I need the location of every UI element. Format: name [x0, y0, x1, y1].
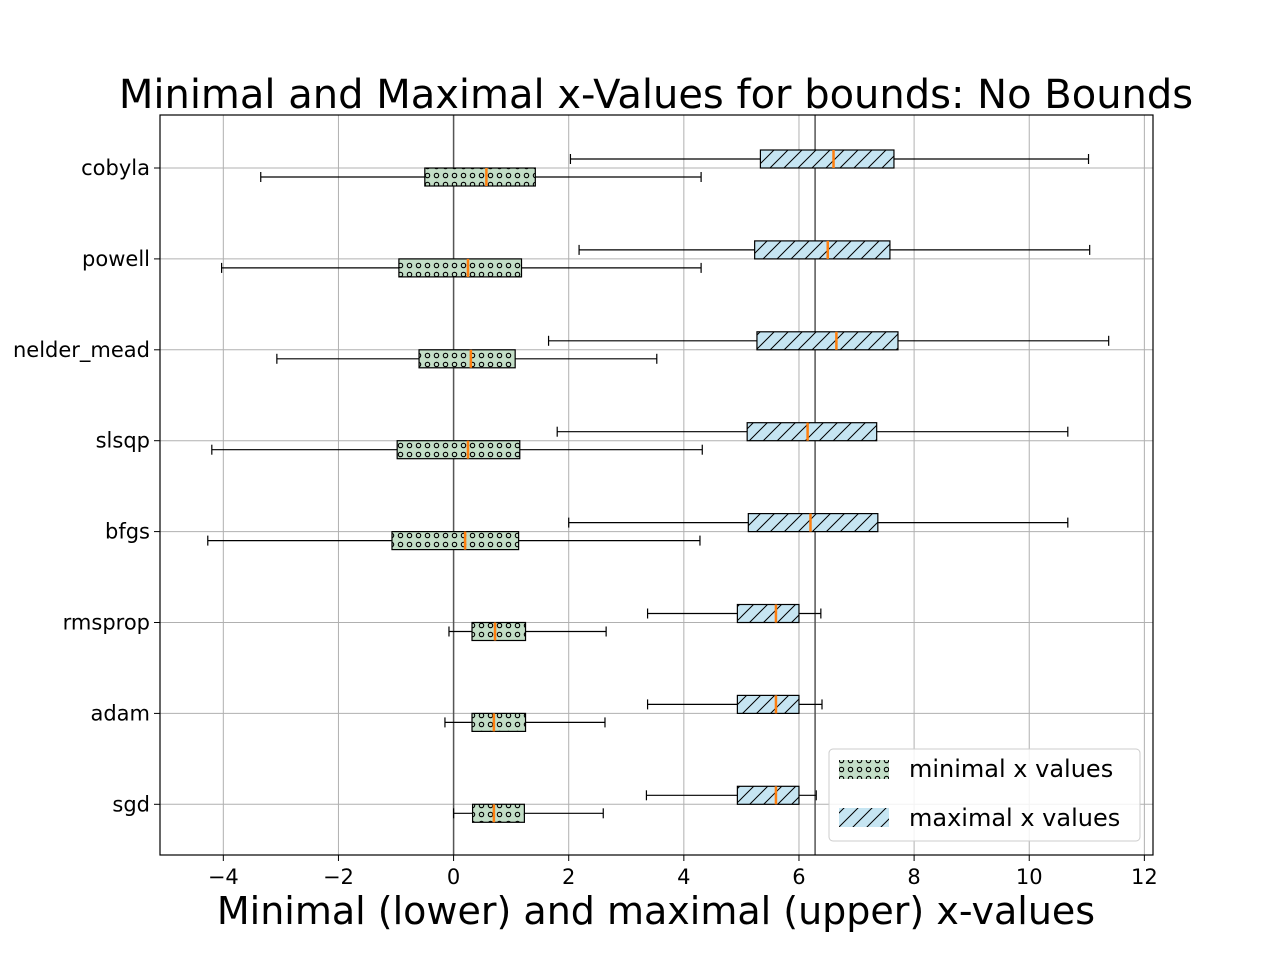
box-layer: [207, 149, 1110, 823]
box-iqr: [471, 621, 527, 642]
legend-label-maximal: maximal x values: [909, 804, 1120, 832]
x-tick-label: 6: [792, 865, 805, 889]
x-tick-label: −4: [208, 865, 239, 889]
x-tick-label: 10: [1016, 865, 1043, 889]
box-minimal-bfgs: [207, 530, 701, 551]
box-maximal-cobyla: [569, 149, 1090, 169]
legend: minimal x values maximal x values: [828, 748, 1141, 842]
y-tick-label: powell: [82, 247, 150, 271]
legend-swatch-maximal: [839, 808, 889, 827]
box-minimal-rmsprop: [448, 621, 607, 642]
x-axis-label: Minimal (lower) and maximal (upper) x-va…: [217, 889, 1095, 933]
x-tick-label: 12: [1131, 865, 1158, 889]
box-iqr: [471, 712, 527, 733]
box-iqr: [747, 512, 879, 533]
legend-swatch-minimal: [839, 760, 889, 779]
reference-lines: [452, 115, 816, 855]
box-maximal-powell: [578, 240, 1091, 260]
box-minimal-nelder_mead: [276, 349, 658, 369]
chart-title: Minimal and Maximal x-Values for bounds:…: [119, 72, 1193, 118]
box-iqr: [736, 785, 800, 805]
y-tick-label: bfgs: [105, 520, 150, 544]
box-iqr: [754, 240, 891, 260]
box-maximal-bfgs: [568, 512, 1069, 533]
x-tick-label: 8: [907, 865, 920, 889]
box-iqr: [759, 149, 895, 169]
box-minimal-slsqp: [211, 440, 703, 460]
box-iqr: [736, 603, 800, 624]
x-tick-label: 4: [677, 865, 690, 889]
legend-label-minimal: minimal x values: [909, 755, 1113, 783]
plot-frame: [159, 114, 1154, 856]
y-tick-label: slsqp: [96, 429, 150, 453]
box-iqr: [736, 694, 800, 715]
box-iqr: [424, 167, 536, 187]
box-maximal-rmsprop: [646, 603, 822, 624]
box-iqr: [756, 331, 899, 351]
box-iqr: [746, 422, 878, 442]
y-tick-label: cobyla: [81, 156, 150, 180]
box-iqr: [396, 440, 521, 460]
y-tick-label: nelder_mead: [13, 338, 150, 363]
box-maximal-slsqp: [556, 422, 1069, 442]
x-ticks: −4 −2 0 2 4 6 8 10 12: [208, 855, 1158, 889]
y-tick-label: sgd: [112, 792, 150, 816]
box-maximal-nelder_mead: [547, 331, 1110, 351]
box-minimal-powell: [220, 258, 702, 278]
legend-frame: [828, 748, 1141, 842]
grid-lines: [160, 115, 1153, 855]
box-maximal-adam: [646, 694, 823, 715]
y-tick-label: rmsprop: [63, 611, 150, 635]
box-minimal-sgd: [452, 803, 604, 823]
box-iqr: [471, 803, 525, 823]
y-tick-label: adam: [90, 701, 150, 725]
x-tick-label: 2: [562, 865, 575, 889]
box-iqr: [398, 258, 523, 278]
box-maximal-sgd: [645, 785, 817, 805]
box-minimal-adam: [444, 712, 606, 733]
box-iqr: [418, 349, 516, 369]
box-minimal-cobyla: [260, 167, 702, 187]
x-tick-label: −2: [323, 865, 354, 889]
box-iqr: [391, 530, 520, 551]
x-tick-label: 0: [447, 865, 460, 889]
